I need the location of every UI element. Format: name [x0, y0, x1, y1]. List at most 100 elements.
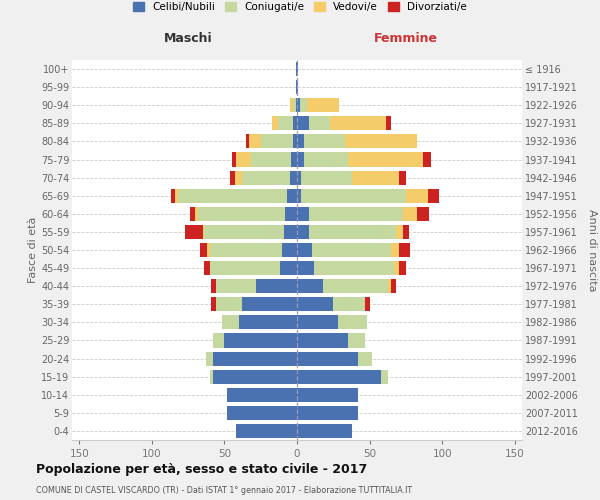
Bar — [307, 98, 339, 112]
Bar — [290, 98, 293, 112]
Bar — [224, 334, 297, 347]
Bar — [403, 225, 409, 239]
Bar — [396, 225, 403, 239]
Bar — [203, 225, 204, 239]
Text: Femmine: Femmine — [374, 32, 438, 45]
Bar — [207, 243, 210, 257]
Bar — [291, 152, 297, 166]
Bar — [398, 243, 410, 257]
Bar — [398, 261, 406, 275]
Bar — [198, 207, 286, 221]
Bar — [394, 261, 398, 275]
Bar — [381, 370, 388, 384]
Bar — [171, 188, 175, 203]
Bar — [242, 170, 290, 184]
Bar — [333, 297, 365, 312]
Bar — [286, 207, 297, 221]
Bar — [352, 170, 398, 184]
Bar — [249, 134, 261, 148]
Bar — [297, 388, 358, 402]
Bar — [296, 98, 297, 112]
Bar — [190, 207, 196, 221]
Bar — [251, 152, 291, 166]
Bar — [296, 62, 297, 76]
Bar — [297, 334, 348, 347]
Bar — [403, 207, 418, 221]
Bar — [242, 297, 297, 312]
Bar — [278, 116, 293, 130]
Bar — [308, 116, 331, 130]
Bar — [398, 170, 406, 184]
Bar — [297, 134, 304, 148]
Legend: Celibi/Nubili, Coniugati/e, Vedovi/e, Divorziati/e: Celibi/Nubili, Coniugati/e, Vedovi/e, Di… — [131, 0, 469, 14]
Bar — [301, 170, 352, 184]
Bar — [287, 188, 297, 203]
Bar — [204, 261, 210, 275]
Bar — [284, 225, 297, 239]
Bar — [297, 352, 358, 366]
Bar — [297, 225, 308, 239]
Bar — [304, 134, 345, 148]
Bar — [348, 334, 365, 347]
Bar — [300, 98, 307, 112]
Bar — [297, 170, 301, 184]
Bar — [206, 352, 213, 366]
Bar — [283, 243, 297, 257]
Bar — [235, 170, 242, 184]
Bar — [406, 188, 428, 203]
Bar — [297, 116, 308, 130]
Bar — [297, 297, 333, 312]
Bar — [210, 370, 213, 384]
Bar — [210, 261, 280, 275]
Bar — [297, 188, 301, 203]
Bar — [314, 261, 394, 275]
Bar — [236, 424, 297, 438]
Bar — [236, 152, 251, 166]
Bar — [308, 207, 403, 221]
Y-axis label: Fasce di età: Fasce di età — [28, 217, 38, 283]
Bar — [348, 152, 423, 166]
Bar — [175, 188, 178, 203]
Bar — [239, 316, 297, 330]
Bar — [297, 316, 338, 330]
Bar — [358, 352, 373, 366]
Bar — [221, 316, 239, 330]
Bar — [297, 98, 300, 112]
Bar — [213, 370, 297, 384]
Bar — [297, 152, 304, 166]
Bar — [323, 279, 388, 293]
Text: Popolazione per età, sesso e stato civile - 2017: Popolazione per età, sesso e stato civil… — [36, 463, 367, 476]
Bar — [297, 261, 314, 275]
Bar — [365, 297, 370, 312]
Bar — [211, 297, 216, 312]
Bar — [345, 134, 418, 148]
Bar — [386, 116, 391, 130]
Text: Maschi: Maschi — [164, 32, 212, 45]
Bar — [216, 279, 256, 293]
Bar — [418, 207, 429, 221]
Bar — [256, 279, 297, 293]
Bar — [297, 370, 381, 384]
Bar — [213, 334, 224, 347]
Bar — [304, 152, 348, 166]
Bar — [391, 243, 398, 257]
Bar — [200, 243, 207, 257]
Bar — [297, 80, 298, 94]
Bar — [428, 188, 439, 203]
Bar — [290, 170, 297, 184]
Bar — [185, 225, 203, 239]
Bar — [297, 424, 352, 438]
Bar — [213, 352, 297, 366]
Bar — [211, 279, 216, 293]
Bar — [293, 116, 297, 130]
Bar — [227, 406, 297, 420]
Bar — [338, 316, 367, 330]
Bar — [293, 134, 297, 148]
Text: COMUNE DI CASTEL VISCARDO (TR) - Dati ISTAT 1° gennaio 2017 - Elaborazione TUTTI: COMUNE DI CASTEL VISCARDO (TR) - Dati IS… — [36, 486, 412, 495]
Bar — [308, 225, 396, 239]
Bar — [261, 134, 293, 148]
Bar — [296, 80, 297, 94]
Bar — [210, 243, 283, 257]
Bar — [423, 152, 431, 166]
Bar — [178, 188, 287, 203]
